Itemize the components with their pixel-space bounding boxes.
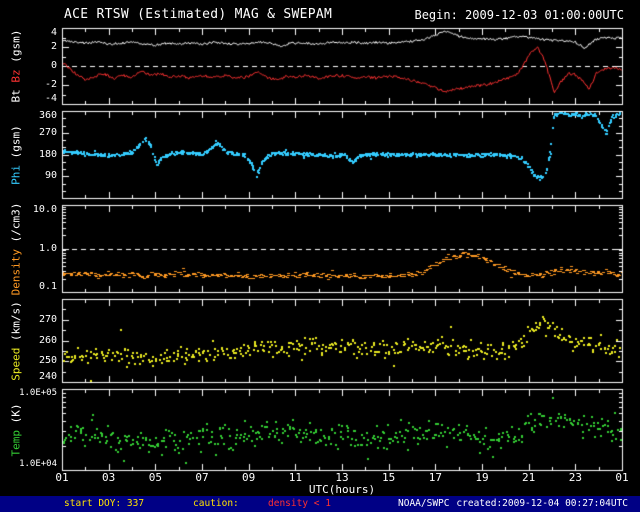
plot-title: ACE RTSW (Estimated) MAG & SWEPAM (64, 7, 332, 22)
footer-bar: start DOY: 337 caution: density < 1 NOAA… (0, 496, 640, 512)
begin-timestamp: Begin: 2009-12-03 01:00:00UTC (414, 8, 624, 22)
footer-start-doy: start DOY: 337 (64, 496, 144, 512)
plot-canvas (0, 0, 640, 512)
ace-rtsw-screen: ACE RTSW (Estimated) MAG & SWEPAM Begin:… (0, 0, 640, 512)
footer-caution-label: caution: (193, 496, 239, 512)
x-axis-title: UTC(hours) (62, 483, 622, 496)
footer-caution-value: density < 1 (268, 496, 331, 512)
footer-created: created:2009-12-04 00:27:04UTC (456, 496, 628, 512)
footer-agency: NOAA/SWPC (398, 496, 449, 512)
